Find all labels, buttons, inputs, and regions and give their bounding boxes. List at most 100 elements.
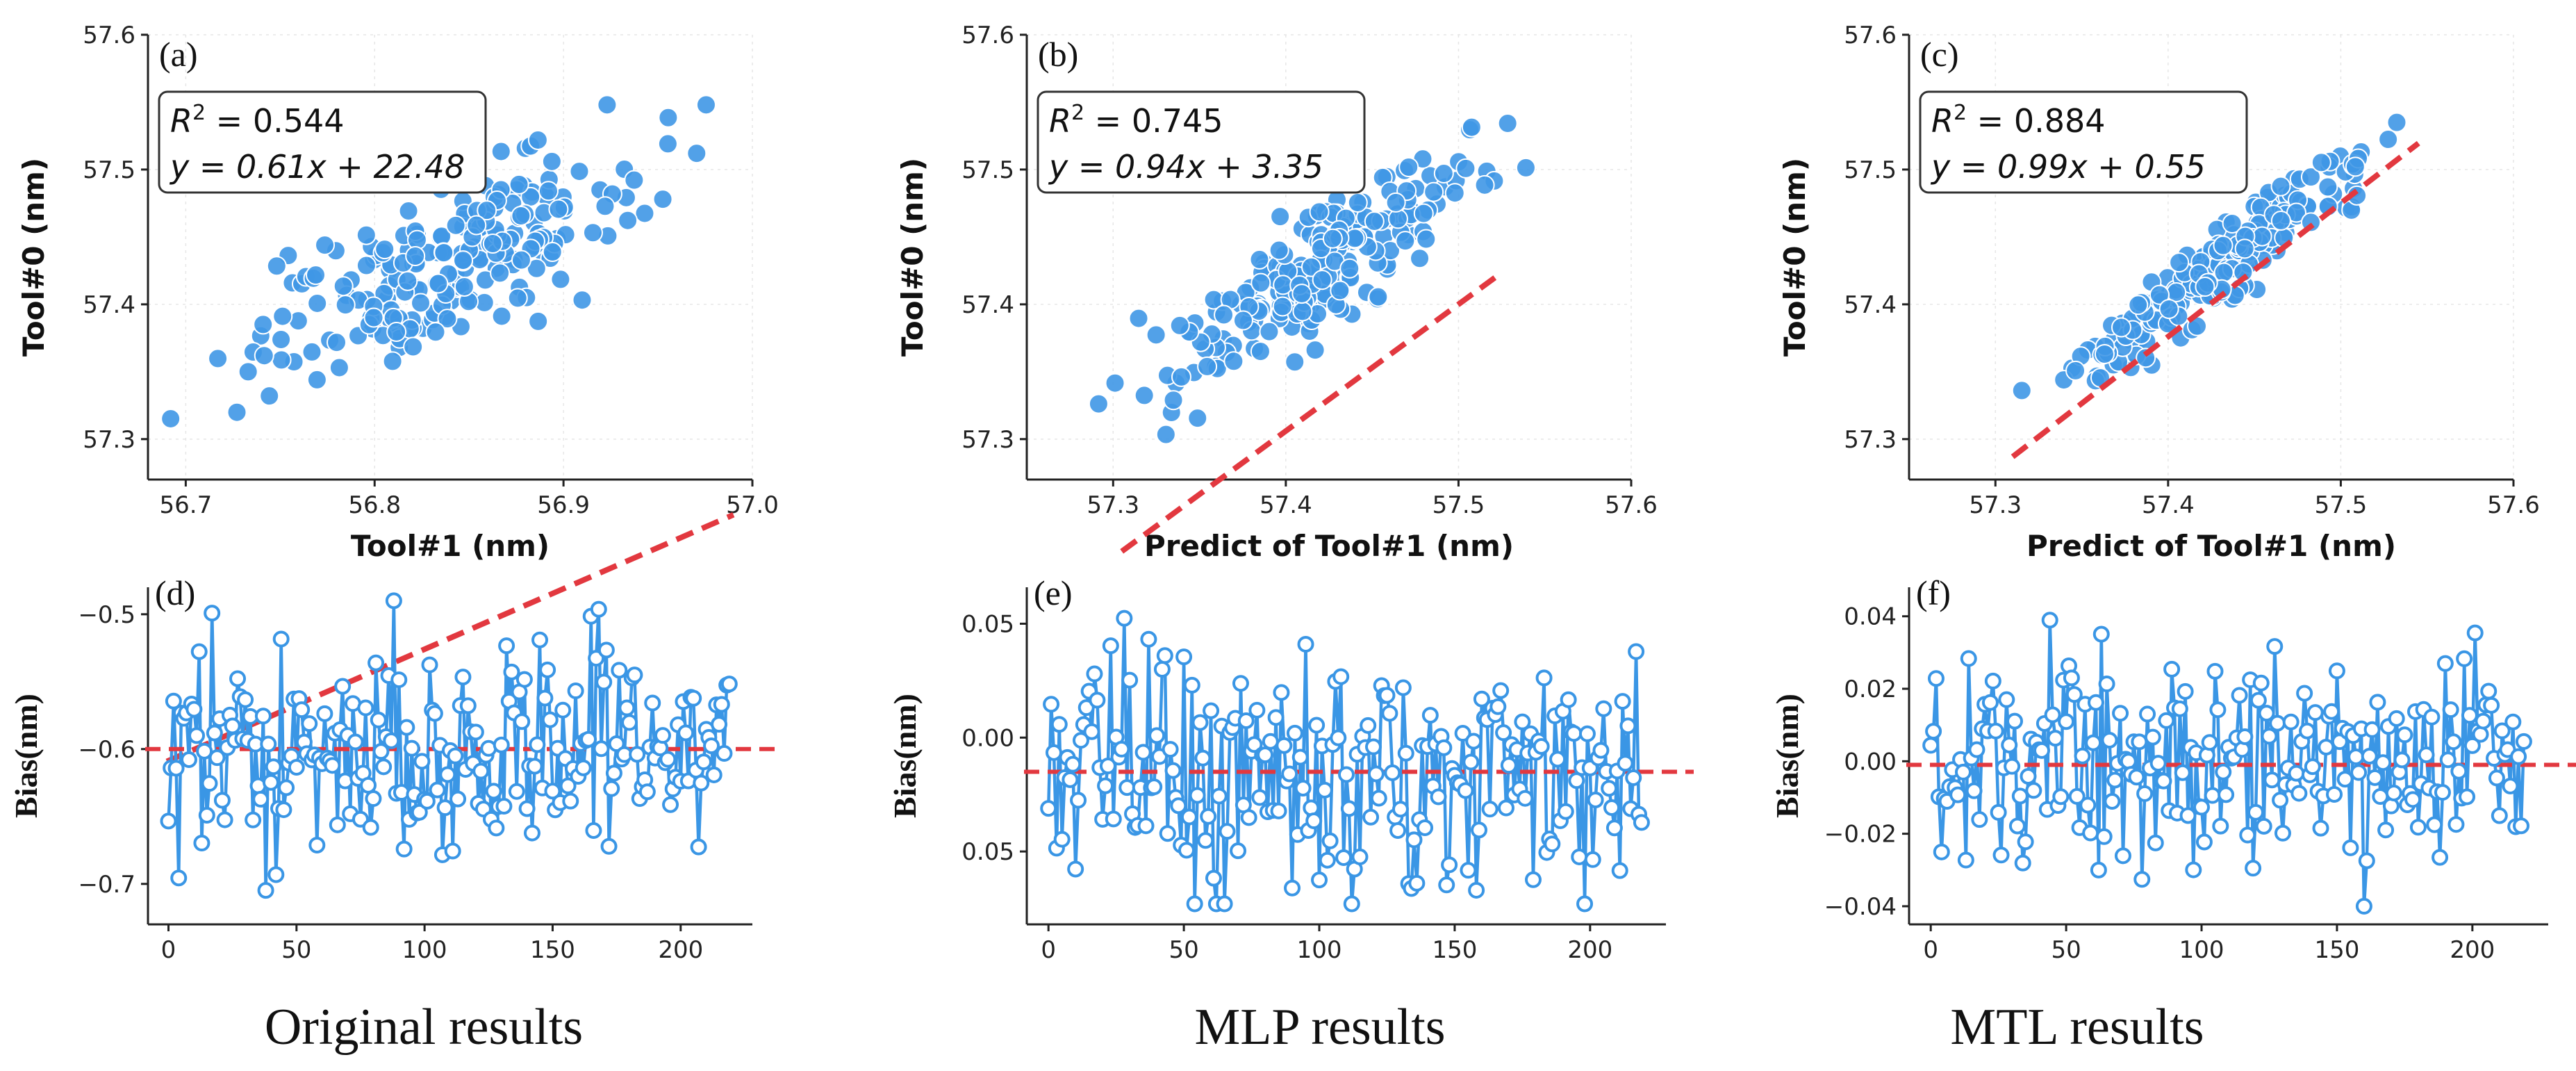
fit-equation: y = 0.94x + 3.35 (1048, 148, 1323, 186)
r-squared-text: R2 = 0.745 (1049, 101, 1223, 140)
data-point (1259, 321, 1280, 342)
bias-point (2336, 771, 2354, 788)
bias-point (485, 783, 502, 800)
data-point (226, 402, 247, 423)
bias-point (308, 837, 326, 854)
bias-point (1200, 808, 1217, 825)
data-point (307, 293, 328, 313)
panel-label: (c) (1920, 35, 1959, 74)
x-tick-label: 57.5 (1433, 491, 1485, 519)
bias-point (2439, 751, 2457, 769)
bias-point (436, 799, 454, 817)
data-point (548, 199, 569, 220)
data-point (305, 265, 326, 286)
bias-point (1232, 675, 1249, 692)
bias-point (2247, 803, 2264, 821)
bias-point (498, 637, 515, 655)
bias-point (2106, 771, 2124, 789)
data-point (306, 369, 327, 390)
r-superscript: 2 (192, 101, 206, 125)
bias-point (1514, 713, 1531, 730)
bias-point (1102, 637, 1119, 655)
bias-point (1270, 802, 1287, 819)
bias-point (1189, 787, 1206, 804)
bias-point (1219, 823, 1236, 840)
bias-point (265, 758, 282, 776)
x-tick-label: 100 (402, 936, 447, 964)
bias-point (262, 774, 279, 791)
bias-point (1186, 895, 1203, 913)
bias-point (518, 800, 536, 817)
data-point (507, 288, 528, 309)
data-point (271, 329, 292, 350)
bias-point (580, 730, 597, 748)
bias-point (1617, 755, 1634, 772)
bias-point (2258, 705, 2275, 722)
bias-point (1105, 810, 1122, 828)
bias-point (2008, 817, 2026, 835)
bias-point (2209, 701, 2227, 719)
bias-point (2041, 612, 2058, 629)
bias-series-line (167, 599, 730, 892)
bias-point (439, 766, 456, 783)
bias-point (429, 781, 446, 799)
bias-point (2095, 828, 2113, 845)
bias-point (621, 714, 638, 731)
bias-point (2185, 861, 2202, 878)
bias-point (1335, 849, 1353, 866)
bias-point (2396, 726, 2413, 744)
bias-point (1571, 848, 1588, 865)
data-point (2213, 235, 2234, 256)
data-point (411, 293, 431, 313)
r-squared-text: R2 = 0.544 (170, 101, 345, 140)
data-point (1146, 325, 1166, 345)
r-squared-value: = 0.544 (206, 102, 344, 140)
bias-point (1294, 780, 1312, 797)
data-point (1474, 174, 1495, 195)
y-tick-label: 57.4 (83, 291, 135, 319)
data-point (382, 351, 403, 372)
bias-point (529, 736, 546, 753)
bias-point (659, 751, 677, 768)
bias-point (1922, 737, 1940, 754)
x-tick-label: 57.6 (2487, 491, 2540, 519)
bias-point (375, 758, 393, 776)
y-tick-label: −0.7 (78, 871, 135, 899)
bias-point (2195, 833, 2213, 851)
bias-point (293, 701, 311, 719)
bias-point (2274, 824, 2291, 842)
data-point (1322, 228, 1343, 249)
bias-point (1303, 799, 1320, 817)
x-tick-label: 150 (530, 936, 575, 964)
bias-point (493, 736, 510, 753)
bias-point (2472, 726, 2489, 743)
bias-point (608, 735, 625, 753)
data-point (490, 141, 511, 162)
bias-point (536, 689, 554, 707)
bias-point (2090, 861, 2107, 878)
bias-point (2328, 662, 2345, 680)
bias-point (1460, 862, 1477, 879)
data-point (329, 357, 349, 378)
bias-point (1281, 765, 1298, 783)
bias-point (2290, 785, 2308, 802)
x-tick-label: 50 (1169, 936, 1198, 964)
bias-point (1321, 832, 1339, 849)
data-point (2111, 317, 2131, 338)
bias-point (539, 661, 556, 678)
bias-point (2480, 682, 2497, 700)
x-tick-label: 100 (1297, 936, 1342, 964)
bias-point (2269, 714, 2286, 732)
y-tick-label: 57.5 (1844, 156, 1897, 184)
bias-point (1362, 808, 1380, 826)
scatter-panel-a: 56.7 56.8 56.9 57.0 57.3 57.4 57.5 57.6 Tool#1 (… (17, 22, 779, 765)
bias-point (2065, 686, 2083, 703)
bias-point (1397, 744, 1414, 762)
bias-point (685, 689, 702, 707)
x-tick-label: 57.6 (1605, 491, 1658, 519)
bias-point (449, 790, 467, 808)
data-point (434, 243, 454, 263)
bias-point (398, 719, 415, 736)
data-point (405, 246, 426, 267)
bias-point (201, 775, 218, 792)
